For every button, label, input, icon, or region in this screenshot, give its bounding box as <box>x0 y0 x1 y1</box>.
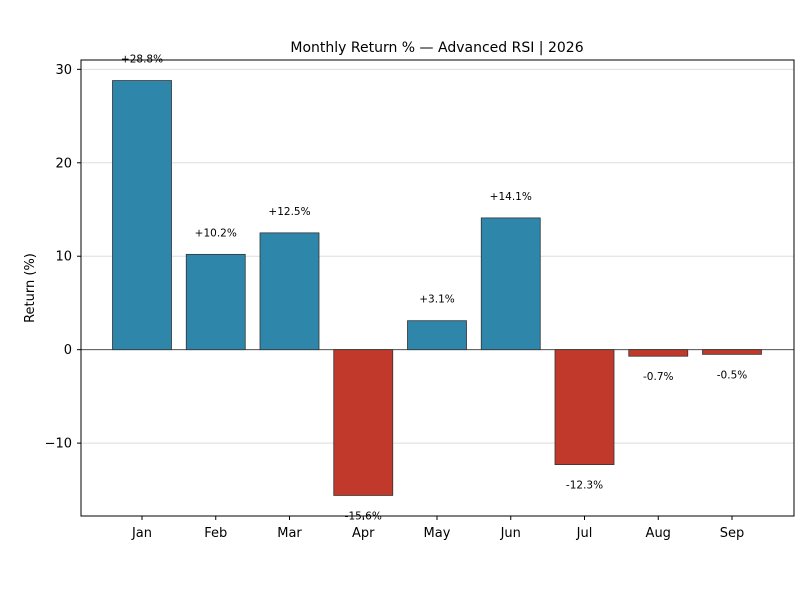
bar <box>185 253 246 351</box>
data-label: -12.3% <box>566 480 603 492</box>
data-label: +10.2% <box>195 227 237 239</box>
data-label: +3.1% <box>419 294 454 306</box>
x-tick-label: Jun <box>500 526 521 541</box>
bar <box>702 349 762 355</box>
x-tick-label: Feb <box>204 526 227 541</box>
y-tick-label: −10 <box>45 437 72 452</box>
chart-title: Monthly Return % — Advanced RSI | 2026 <box>290 40 583 56</box>
bar <box>112 80 172 351</box>
bar <box>333 349 394 496</box>
data-label: -0.7% <box>643 371 673 383</box>
data-label: +12.5% <box>268 206 310 218</box>
bars <box>112 80 762 496</box>
y-tick-label: 0 <box>64 343 72 358</box>
data-label: -0.5% <box>717 369 747 381</box>
y-axis-label: Return (%) <box>23 253 38 323</box>
y-tick-label: 10 <box>55 250 72 265</box>
x-axis-ticks: Jan Feb Mar Apr May Jun Jul Aug Sep <box>131 516 744 541</box>
y-tick-label: 20 <box>55 156 72 171</box>
bar <box>554 349 615 466</box>
x-tick-label: Jul <box>576 526 593 541</box>
x-tick-label: Jan <box>131 526 152 541</box>
bar <box>407 320 467 351</box>
y-axis-ticks: −10 0 10 20 30 <box>45 63 81 452</box>
data-label: +14.1% <box>490 191 532 203</box>
y-tick-label: 30 <box>55 63 72 78</box>
x-tick-label: Aug <box>646 526 671 541</box>
x-tick-label: Mar <box>277 526 302 541</box>
bar <box>259 232 320 351</box>
x-tick-label: Sep <box>720 526 745 541</box>
x-tick-label: May <box>424 526 451 541</box>
bar <box>628 349 689 357</box>
x-tick-label: Apr <box>352 526 375 541</box>
bar <box>480 217 541 351</box>
